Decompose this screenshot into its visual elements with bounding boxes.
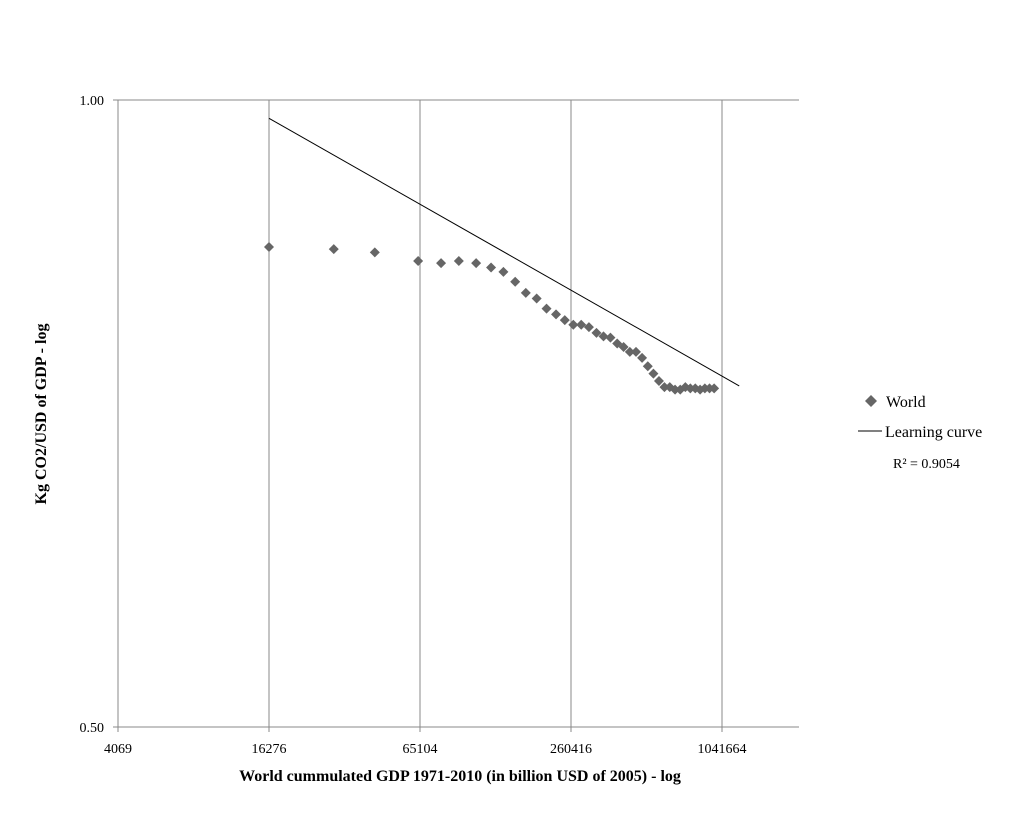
axes bbox=[113, 99, 799, 732]
learning-curve-line bbox=[268, 117, 740, 387]
data-point-world bbox=[328, 244, 339, 255]
data-point-world bbox=[453, 255, 464, 266]
data-point-world bbox=[605, 332, 616, 343]
data-point-world bbox=[583, 322, 594, 333]
x-tick-label: 260416 bbox=[550, 742, 592, 757]
data-point-world bbox=[591, 327, 602, 338]
data-point-world bbox=[568, 319, 579, 330]
data-point-world bbox=[520, 287, 531, 298]
data-point-world bbox=[471, 258, 482, 269]
y-tick-label: 1.00 bbox=[80, 94, 105, 109]
y-axis-title: Kg CO2/USD of GDP - log bbox=[33, 324, 50, 505]
x-tick-label: 65104 bbox=[403, 742, 438, 757]
data-point-world bbox=[618, 342, 629, 353]
data-point-world bbox=[264, 242, 274, 253]
data-point-world bbox=[659, 382, 670, 393]
data-point-world bbox=[498, 266, 509, 277]
data-point-world bbox=[551, 309, 562, 320]
x-tick-labels: 4069 16276 65104 260416 1041664 bbox=[104, 742, 747, 757]
series-layer bbox=[264, 117, 740, 395]
x-tick-label: 16276 bbox=[252, 742, 287, 757]
data-point-world bbox=[486, 262, 497, 273]
grid-lines bbox=[118, 99, 799, 727]
data-point-world bbox=[413, 255, 424, 266]
data-point-world bbox=[436, 258, 447, 269]
data-point-world bbox=[709, 383, 720, 394]
data-point-world bbox=[598, 331, 609, 342]
legend: World Learning curve R² = 0.9054 bbox=[858, 394, 982, 472]
legend-label-learning-curve: Learning curve bbox=[885, 424, 982, 441]
r-squared-annotation: R² = 0.9054 bbox=[893, 457, 960, 472]
data-point-world bbox=[637, 352, 648, 363]
data-point-world bbox=[631, 346, 642, 357]
x-axis-title: World cummulated GDP 1971-2010 (in billi… bbox=[239, 768, 681, 785]
data-point-world bbox=[510, 276, 521, 287]
x-tick-label: 1041664 bbox=[698, 742, 747, 757]
data-point-world bbox=[624, 346, 635, 357]
legend-label-world: World bbox=[886, 394, 926, 411]
y-tick-labels: 1.00 0.50 bbox=[80, 94, 105, 736]
y-tick-label: 0.50 bbox=[80, 721, 105, 736]
data-point-world bbox=[670, 384, 681, 395]
legend-marker-world bbox=[865, 395, 877, 407]
x-tick-label: 4069 bbox=[104, 742, 132, 757]
data-point-world bbox=[531, 293, 542, 304]
data-point-world bbox=[576, 319, 587, 330]
data-point-world bbox=[648, 368, 659, 379]
data-point-world bbox=[541, 303, 552, 314]
data-point-world bbox=[559, 315, 570, 326]
data-point-world bbox=[642, 361, 653, 372]
data-point-world bbox=[653, 375, 664, 386]
data-point-world bbox=[369, 247, 380, 258]
